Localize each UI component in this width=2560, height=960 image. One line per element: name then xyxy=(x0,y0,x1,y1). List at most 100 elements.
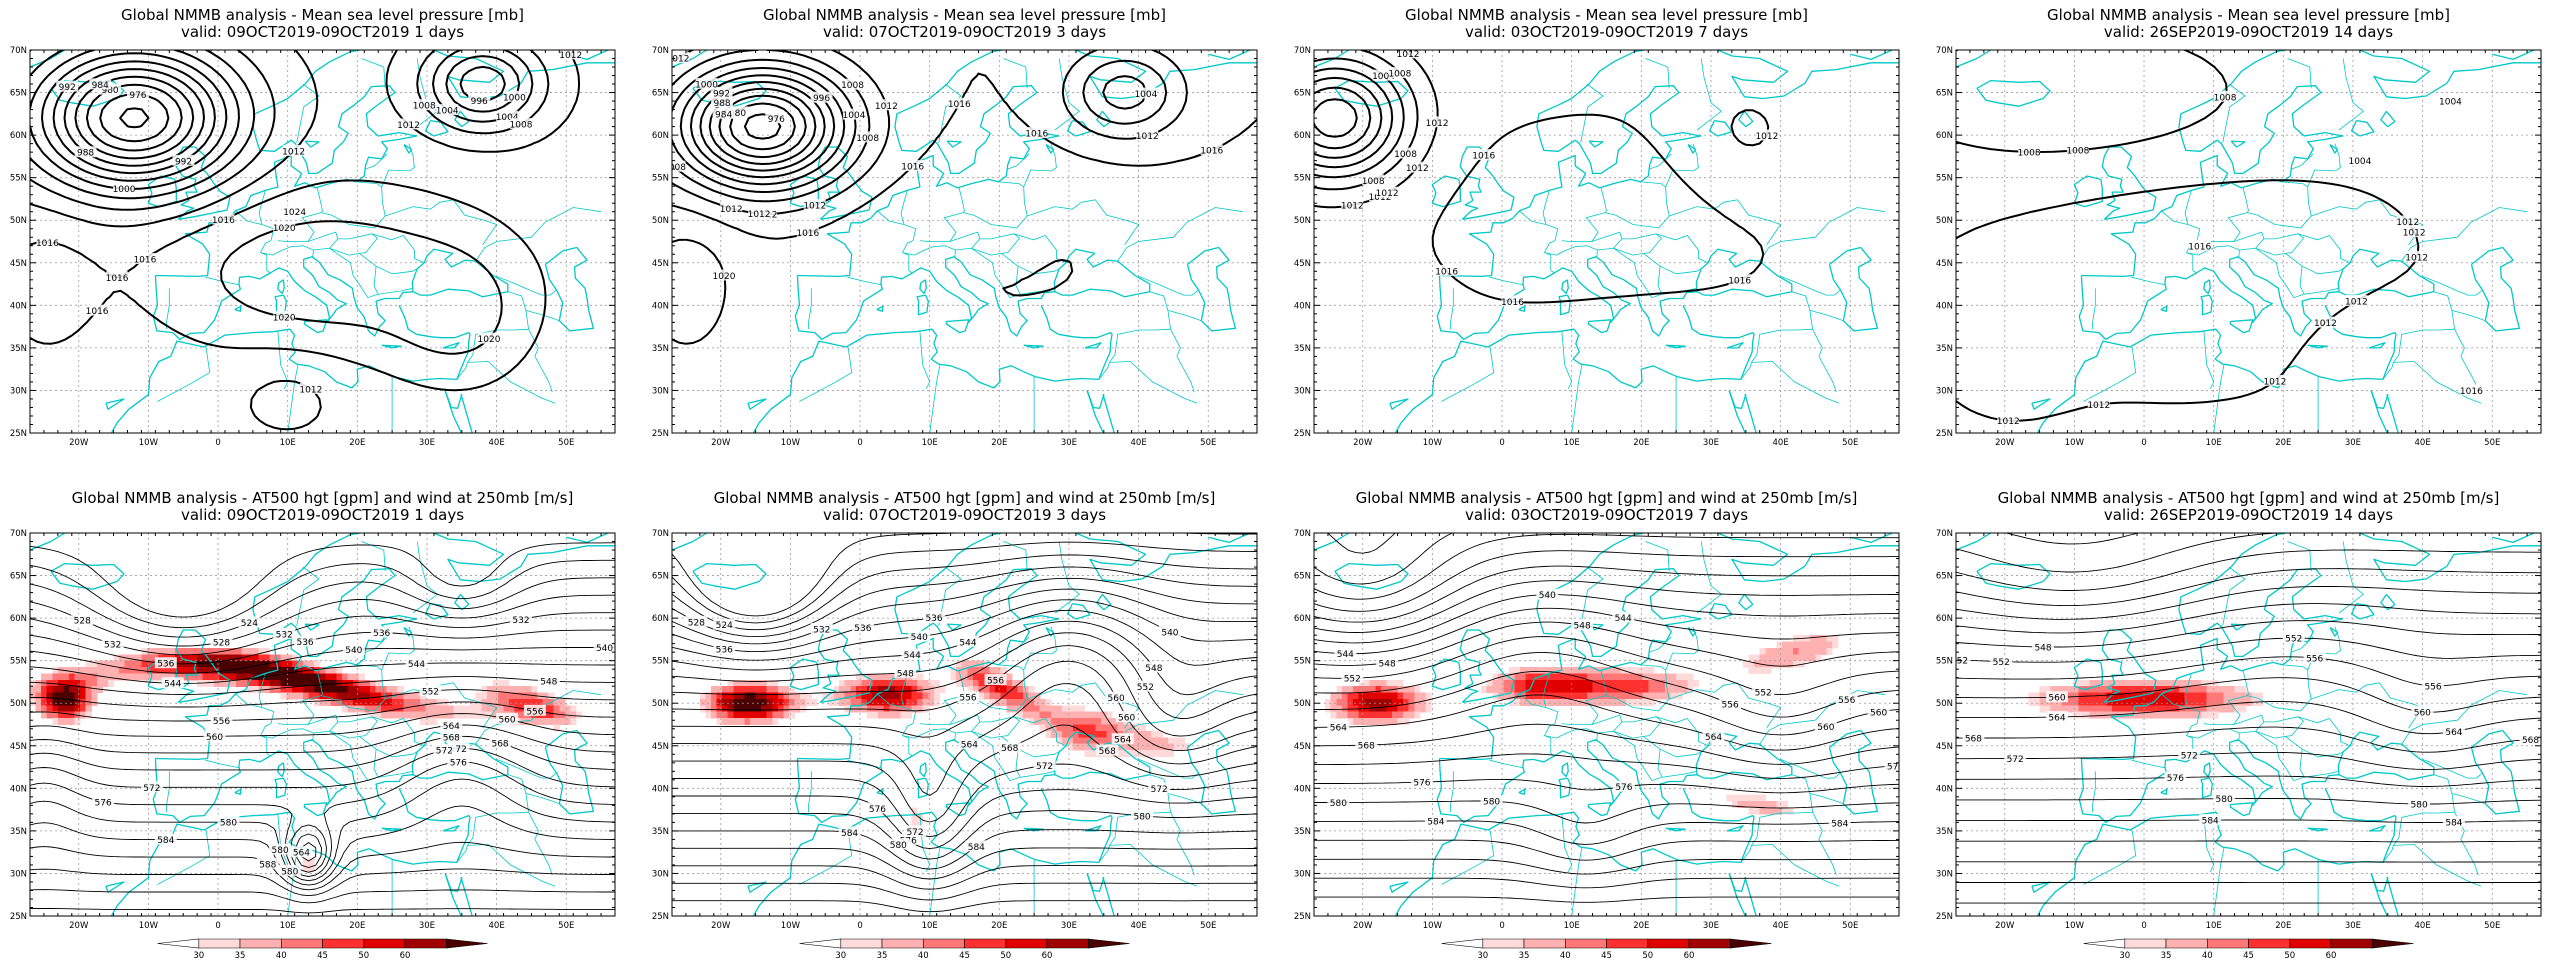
graticule xyxy=(1956,533,2541,916)
contour-label: 580 xyxy=(1330,799,1347,809)
colorbar-label: 35 xyxy=(2161,951,2172,960)
contour-label: 992 xyxy=(713,90,730,100)
lat-tick-label: 55N xyxy=(652,174,669,184)
contour-label: 564 xyxy=(1330,724,1347,734)
contour-label: 1020 xyxy=(713,272,736,282)
colorbar-swatch xyxy=(1688,938,1731,949)
colorbar-label: 50 xyxy=(2284,951,2295,960)
contour-label: 556 xyxy=(2424,682,2441,692)
panel-title: Global NMMB analysis - AT500 hgt [gpm] a… xyxy=(1998,489,2500,507)
panel-title: Global NMMB analysis - Mean sea level pr… xyxy=(2047,6,2450,24)
lon-tick-label: 10W xyxy=(1423,921,1443,931)
lat-tick-label: 40N xyxy=(1936,301,1953,311)
contour-label: 1012 xyxy=(2396,218,2419,228)
lon-tick-label: 20W xyxy=(69,921,89,931)
lon-tick-label: 40E xyxy=(1131,921,1147,931)
axis-ticks xyxy=(672,49,1257,434)
contour-label: 580 xyxy=(272,846,289,856)
map-panel-6: Global NMMB analysis - AT500 hgt [gpm] a… xyxy=(652,489,1258,960)
contour-label: 1004 xyxy=(843,111,866,121)
contour-label: 1012 xyxy=(1397,50,1420,60)
wind-colorbar: 30 35 40 45 50 60 xyxy=(1441,938,1772,960)
lat-tick-label: 30N xyxy=(10,386,27,396)
panel-valid-period: valid: 26SEP2019-09OCT2019 14 days xyxy=(2104,23,2393,41)
colorbar-label: 30 xyxy=(193,951,204,960)
contour-label: 560 xyxy=(1870,708,1887,718)
contour-labels: 1012 1008 1008 1012 1004 1004 1008 1012 1016 1012… xyxy=(1997,90,2483,427)
colorbar-swatch xyxy=(1441,938,1484,949)
lon-tick-label: 20W xyxy=(1353,921,1373,931)
contour-labels: 552 548 552 556 560 564 568 572 576 580 584 552 556 5… xyxy=(1956,632,2541,829)
coastlines xyxy=(672,533,1257,916)
panel-title: Global NMMB analysis - Mean sea level pr… xyxy=(121,6,524,24)
lat-tick-label: 65N xyxy=(1294,89,1311,99)
contour-label: 536 xyxy=(373,629,390,639)
contour-label: 1000 xyxy=(695,80,718,90)
isobars xyxy=(30,50,581,431)
country-borders xyxy=(2083,541,2528,916)
contour-label: 584 xyxy=(968,843,985,853)
colorbar-swatch xyxy=(2165,938,2208,949)
contour-label: 548 xyxy=(1145,664,1162,674)
contour-label: 572 xyxy=(1887,762,1904,772)
lat-tick-label: 55N xyxy=(10,657,27,667)
contour-label: 540 xyxy=(596,644,613,654)
panel-valid-period: valid: 09OCT2019-09OCT2019 1 days xyxy=(181,23,464,41)
contour-label: 532 xyxy=(276,630,293,640)
lon-tick-label: 20W xyxy=(1995,921,2015,931)
contour-label: 532 xyxy=(104,640,121,650)
lon-tick-label: 0 xyxy=(857,921,862,931)
lon-tick-label: 40E xyxy=(489,438,505,448)
contour-label: 576 xyxy=(1615,783,1632,793)
lat-tick-label: 40N xyxy=(10,301,27,311)
contour-label: 572 xyxy=(2181,751,2198,761)
lon-tick-label: 10W xyxy=(139,438,159,448)
contour-label: 1008 xyxy=(1394,150,1417,160)
colorbar-swatch xyxy=(1523,938,1566,949)
contour-label: 580 xyxy=(2411,801,2428,811)
contour-label: 1012 xyxy=(1755,132,1778,142)
contour-label: 976 xyxy=(768,115,785,125)
lat-tick-label: 30N xyxy=(652,386,669,396)
contour-label: 1008 xyxy=(2018,148,2041,158)
contour-label: 1012 xyxy=(667,54,690,64)
lat-tick-label: 45N xyxy=(652,742,669,752)
colorbar-swatch xyxy=(322,938,365,949)
lon-tick-label: 10E xyxy=(922,438,938,448)
panel-valid-period: valid: 07OCT2019-09OCT2019 3 days xyxy=(823,23,1106,41)
contour-label: 1016 xyxy=(948,100,971,110)
contour-label: 1012 xyxy=(282,147,305,157)
map-panel-8: Global NMMB analysis - AT500 hgt [gpm] a… xyxy=(1936,489,2542,960)
lat-tick-label: 30N xyxy=(1936,386,1953,396)
contour-label: 560 xyxy=(206,733,223,743)
colorbar-label: 30 xyxy=(1477,951,1488,960)
contour-label: 544 xyxy=(164,680,181,690)
colorbar-label: 60 xyxy=(1042,951,1053,960)
contour-label: 544 xyxy=(959,638,976,648)
contour-label: 564 xyxy=(443,722,460,732)
lon-tick-label: 30E xyxy=(1061,438,1077,448)
contour-label: 976 xyxy=(129,91,146,101)
lon-tick-label: 10W xyxy=(781,921,801,931)
lat-tick-label: 35N xyxy=(10,344,27,354)
contour-label: 560 xyxy=(1817,723,1834,733)
contour-label: 1012 xyxy=(2087,401,2110,411)
axis-ticks xyxy=(1956,49,2541,434)
contour-label: 568 xyxy=(1001,744,1018,754)
lat-tick-label: 35N xyxy=(652,344,669,354)
contour-label: 980 xyxy=(101,86,118,96)
contour-label: 552 xyxy=(2285,635,2302,645)
lon-tick-label: 50E xyxy=(1200,921,1216,931)
contour-label: 524 xyxy=(716,621,733,631)
lon-tick-label: 50E xyxy=(2484,438,2500,448)
contour-label: 580 xyxy=(281,867,298,877)
contour-label: 1012 xyxy=(559,51,582,61)
lon-tick-label: 30E xyxy=(2345,438,2361,448)
coastlines xyxy=(1956,533,2541,916)
lat-tick-label: 60N xyxy=(1936,614,1953,624)
lat-tick-label: 35N xyxy=(1936,827,1953,837)
contour-label: 1020 xyxy=(273,313,296,323)
lat-tick-label: 45N xyxy=(10,259,27,269)
lon-tick-label: 40E xyxy=(1131,438,1147,448)
